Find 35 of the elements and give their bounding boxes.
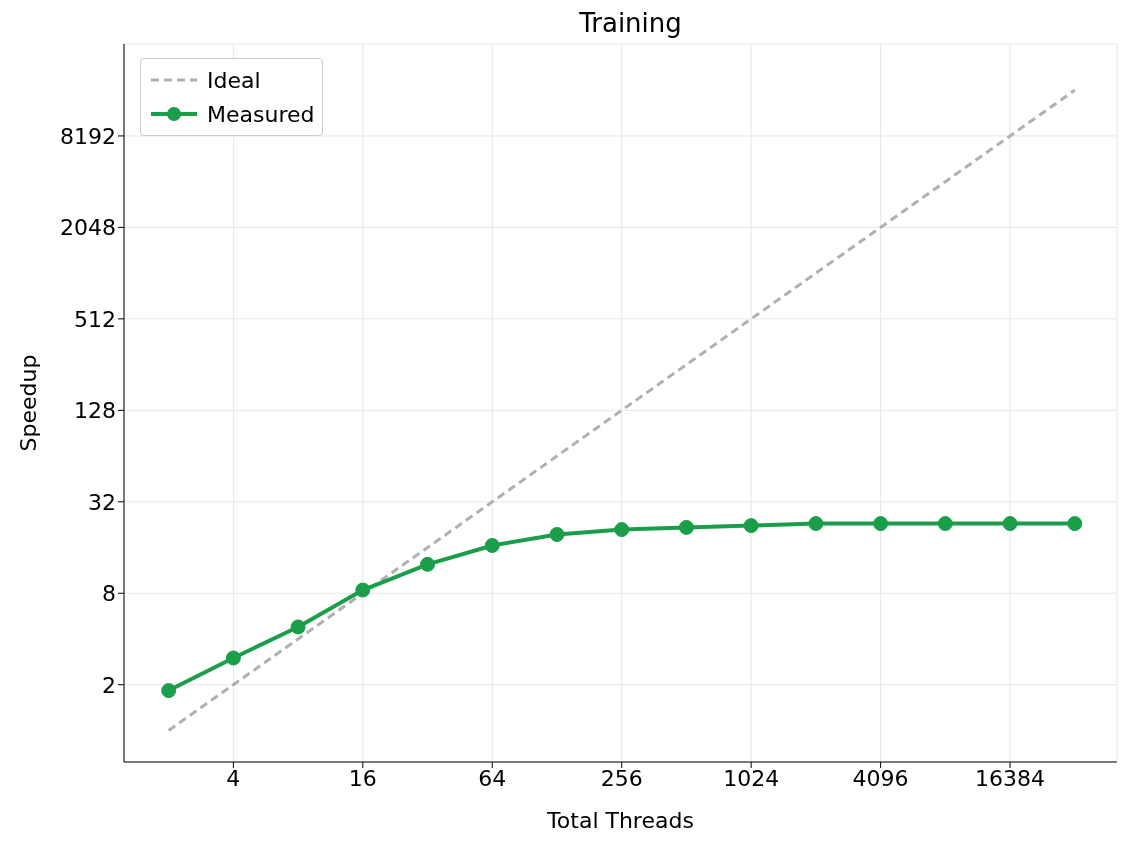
point [614,522,630,538]
line-series [167,88,1077,732]
y-tick-label: 512 [74,306,116,332]
point [355,582,371,598]
point [808,516,824,532]
point [678,519,694,535]
x-tick-label: 1024 [723,765,780,791]
x-tick-label: 4 [226,765,241,791]
point [1002,516,1018,532]
y-tick-label: 2 [102,672,116,698]
x-tick-label: 16 [348,765,377,791]
x-tick-label: 4096 [852,765,909,791]
y-tick-label: 8192 [60,123,116,149]
point [873,516,889,532]
y-tick-label: 32 [88,489,116,515]
point [743,518,759,534]
chart-title: Training [578,8,683,40]
y-tick-label: 128 [74,398,116,424]
y-tick-label: 2048 [60,215,116,241]
legend-label: Ideal [207,67,261,93]
x-axis-title: Total Threads [546,808,694,833]
legend-label: Measured [207,101,315,127]
point [1067,516,1083,532]
y-tick-label: 8 [102,581,116,607]
y-axis-title: Speedup [15,354,41,452]
point [161,683,177,699]
x-tick-label: 256 [600,765,643,791]
x-tick-label: 16384 [975,765,1046,791]
x-tick-label: 64 [478,765,507,791]
point [484,538,500,553]
point [420,556,436,572]
point [549,526,565,542]
point [937,516,953,532]
point [225,650,241,666]
point [290,619,306,635]
